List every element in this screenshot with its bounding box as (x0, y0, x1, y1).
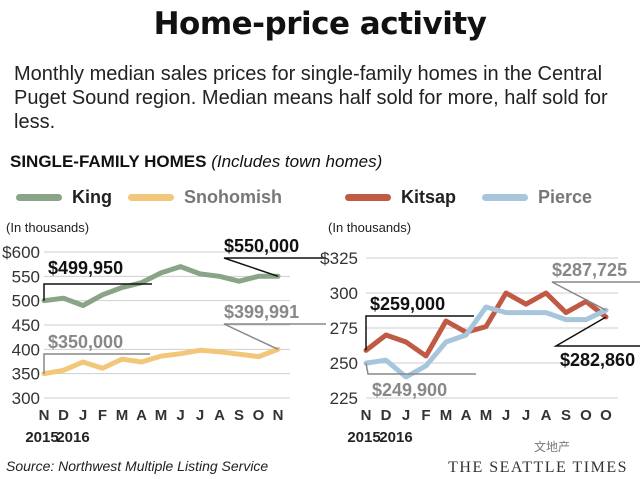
right-x-tick-label: A (541, 407, 552, 424)
right-callout-leader (365, 362, 476, 375)
left-y-tick-label: 450 (12, 316, 40, 335)
right-callout-leader (365, 315, 474, 351)
right-callout-label-pierce-start: $249,900 (372, 380, 447, 400)
right-x-tick-label: J (502, 407, 510, 424)
left-unit-label: (In thousands) (6, 220, 90, 235)
left-year-label: 2016 (56, 429, 89, 446)
left-year-label: 2015 (25, 429, 58, 446)
legend-snohomish: Snohomish (128, 186, 282, 208)
right-y-tick-label: 300 (330, 284, 358, 303)
right-callout-label-pierce-end: $287,725 (552, 260, 627, 280)
right-callout-label-kitsap-start: $259,000 (370, 294, 445, 314)
right-x-tick-label: A (461, 407, 472, 424)
left-callout-leader (43, 353, 150, 374)
right-x-tick-label: J (522, 407, 530, 424)
legend-king: King (16, 186, 112, 208)
right-x-tick-label: O (580, 407, 592, 424)
watermark-text: 文地产 (534, 440, 571, 454)
left-y-tick-label: 300 (12, 389, 40, 408)
left-x-tick-label: J (196, 407, 204, 424)
left-x-tick-label: S (234, 407, 244, 424)
right-x-tick-label: M (440, 407, 453, 424)
section-sublabel: (Includes town homes) (211, 152, 383, 171)
left-x-tick-label: N (273, 407, 284, 424)
right-series-line-pierce (363, 304, 609, 380)
right-callout-leader (551, 281, 640, 311)
section-heading: SINGLE-FAMILY HOMES (Includes town homes… (10, 152, 382, 172)
legend-label-kitsap: Kitsap (401, 186, 457, 207)
legend-label-snohomish: Snohomish (184, 186, 282, 207)
right-year-label: 2016 (379, 429, 412, 446)
right-x-tick-label: J (402, 407, 410, 424)
right-x-tick-label: M (480, 407, 493, 424)
legend-swatch-snohomish (128, 193, 174, 201)
right-y-tick-label: $325 (320, 249, 358, 268)
legend-swatch-pierce (482, 193, 528, 201)
left-y-tick-label: 500 (12, 292, 40, 311)
section-label: SINGLE-FAMILY HOMES (10, 152, 207, 171)
left-x-tick-label: A (214, 407, 225, 424)
right-x-tick-label: D (381, 407, 392, 424)
left-callout-leader (43, 283, 152, 301)
left-callout-leader (223, 257, 326, 278)
left-callout-label-king-end: $550,000 (224, 236, 299, 256)
left-y-tick-label: 400 (12, 340, 40, 359)
left-callout-leader (223, 323, 326, 350)
legend-label-king: King (72, 186, 112, 207)
left-callout-label-king-start: $499,950 (48, 258, 123, 278)
subtitle: Monthly median sales prices for single-f… (14, 63, 608, 133)
right-year-label: 2015 (347, 429, 380, 446)
right-y-tick-label: 225 (330, 389, 358, 408)
left-x-tick-label: J (176, 407, 184, 424)
right-unit-label: (In thousands) (328, 220, 412, 235)
right-callout-leader (553, 316, 640, 347)
left-y-tick-label: 350 (12, 365, 40, 384)
right-callout-label-kitsap-end: $282,860 (560, 350, 635, 370)
left-series-line-king (41, 264, 281, 308)
brand-logo: THE SEATTLE TIMES (448, 459, 628, 476)
left-x-tick-label: N (39, 407, 50, 424)
left-callout-label-snohomish-end: $399,991 (224, 302, 299, 322)
left-x-tick-label: F (98, 407, 107, 424)
right-y-tick-label: 275 (330, 319, 358, 338)
legend-kitsap: Kitsap (345, 186, 456, 208)
left-y-tick-label: $600 (2, 243, 40, 262)
source-note: Source: Northwest Multiple Listing Servi… (6, 458, 269, 474)
left-y-tick-label: 550 (12, 267, 40, 286)
legend-label-pierce: Pierce (538, 186, 593, 207)
left-x-tick-label: D (58, 407, 69, 424)
left-series-line-snohomish (41, 346, 281, 377)
right-x-tick-label: F (421, 407, 430, 424)
right-x-tick-label: O (600, 407, 612, 424)
left-x-tick-label: J (79, 407, 87, 424)
page-title: Home-price activity (153, 6, 487, 42)
right-series-line-kitsap (363, 290, 609, 359)
right-x-tick-label: N (361, 407, 372, 424)
legend-pierce: Pierce (482, 186, 592, 208)
right-x-tick-label: S (561, 407, 571, 424)
left-x-tick-label: M (155, 407, 168, 424)
left-callout-label-snohomish-start: $350,000 (48, 332, 123, 352)
left-x-tick-label: M (116, 407, 129, 424)
right-y-tick-label: 250 (330, 354, 358, 373)
legend-swatch-king (16, 193, 62, 201)
legend-swatch-kitsap (345, 193, 391, 201)
left-x-tick-label: A (136, 407, 147, 424)
left-x-tick-label: O (253, 407, 265, 424)
